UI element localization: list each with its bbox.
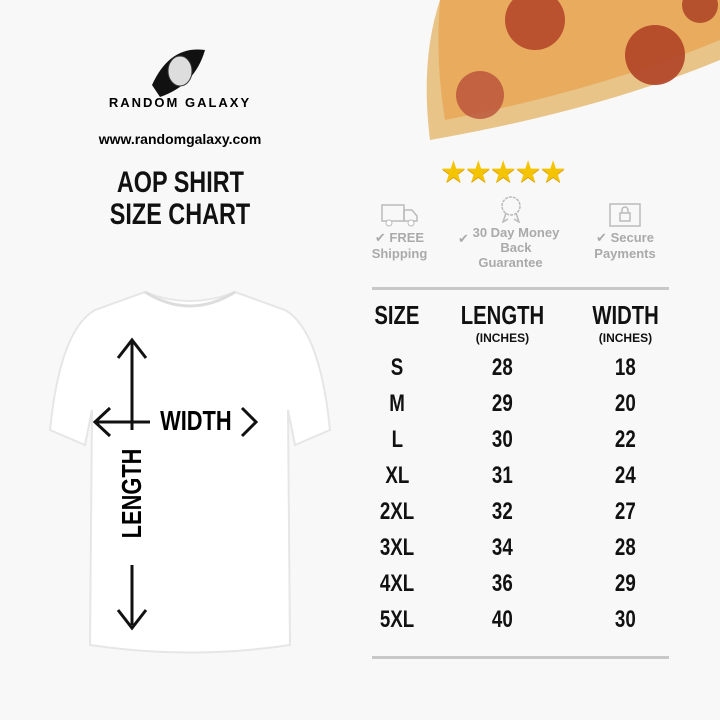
cell-size: S bbox=[390, 354, 404, 381]
header-width: WIDTH (INCHES) bbox=[592, 300, 659, 345]
table-bottom-rule bbox=[372, 656, 669, 659]
cell-width: 30 bbox=[615, 606, 636, 633]
table-top-rule bbox=[372, 287, 669, 290]
header-size: SIZE bbox=[374, 300, 420, 330]
cell-length: 34 bbox=[492, 534, 513, 561]
cell-length: 31 bbox=[492, 462, 513, 489]
size-table: SIZE LENGTH (INCHES) WIDTH (INCHES) S 28 18 M… bbox=[360, 300, 680, 638]
ribbon-icon bbox=[500, 196, 521, 223]
cell-width: 28 bbox=[615, 534, 636, 561]
width-label: WIDTH bbox=[160, 405, 232, 436]
cell-size: 4XL bbox=[379, 570, 415, 597]
cell-width: 27 bbox=[615, 498, 636, 525]
badge-secure-payments: ✔ Secure Payments bbox=[570, 202, 680, 261]
tshirt-diagram bbox=[48, 290, 332, 654]
badge-money-back: ✔ 30 Day Money Back Guarantee bbox=[458, 195, 563, 270]
badge-free-shipping: ✔ FREE Shipping bbox=[352, 202, 447, 261]
cell-width: 18 bbox=[615, 354, 636, 381]
cell-size: 3XL bbox=[379, 534, 415, 561]
cell-size: 5XL bbox=[379, 606, 415, 633]
cell-size: L bbox=[391, 426, 403, 453]
cell-width: 29 bbox=[615, 570, 636, 597]
cell-size: XL bbox=[385, 462, 409, 489]
table-row: XL 31 24 bbox=[360, 458, 680, 494]
cell-width: 22 bbox=[615, 426, 636, 453]
cell-size: 2XL bbox=[379, 498, 415, 525]
star-rating: ★★★★★ bbox=[440, 156, 566, 189]
check-icon: ✔ bbox=[596, 230, 607, 245]
cell-length: 28 bbox=[492, 354, 513, 381]
pizza-slice-image bbox=[426, 0, 720, 140]
table-row: 4XL 36 29 bbox=[360, 566, 680, 602]
cell-length: 40 bbox=[492, 606, 513, 633]
lock-icon bbox=[609, 203, 641, 227]
cell-width: 20 bbox=[615, 390, 636, 417]
page-title-line1: AOP SHIRT bbox=[116, 166, 244, 199]
cell-size: M bbox=[389, 390, 405, 417]
cell-width: 24 bbox=[615, 462, 636, 489]
cell-length: 30 bbox=[492, 426, 513, 453]
check-icon: ✔ bbox=[374, 230, 386, 245]
header-length: LENGTH (INCHES) bbox=[460, 300, 545, 345]
check-icon: ✔ bbox=[458, 231, 469, 246]
table-row: 2XL 32 27 bbox=[360, 494, 680, 530]
table-row: M 29 20 bbox=[360, 386, 680, 422]
table-row: S 28 18 bbox=[360, 350, 680, 386]
cell-length: 29 bbox=[492, 390, 513, 417]
truck-icon bbox=[380, 204, 418, 227]
cell-length: 32 bbox=[492, 498, 513, 525]
table-row: 3XL 34 28 bbox=[360, 530, 680, 566]
table-row: 5XL 40 30 bbox=[360, 602, 680, 638]
table-row: L 30 22 bbox=[360, 422, 680, 458]
brand-name: RANDOM GALAXY bbox=[108, 95, 252, 110]
page-title-line2: SIZE CHART bbox=[109, 198, 251, 231]
length-label: LENGTH bbox=[116, 448, 147, 539]
cell-length: 36 bbox=[492, 570, 513, 597]
brand-url: www.randomgalaxy.com bbox=[98, 131, 262, 147]
brand-logo-eye bbox=[152, 49, 205, 97]
